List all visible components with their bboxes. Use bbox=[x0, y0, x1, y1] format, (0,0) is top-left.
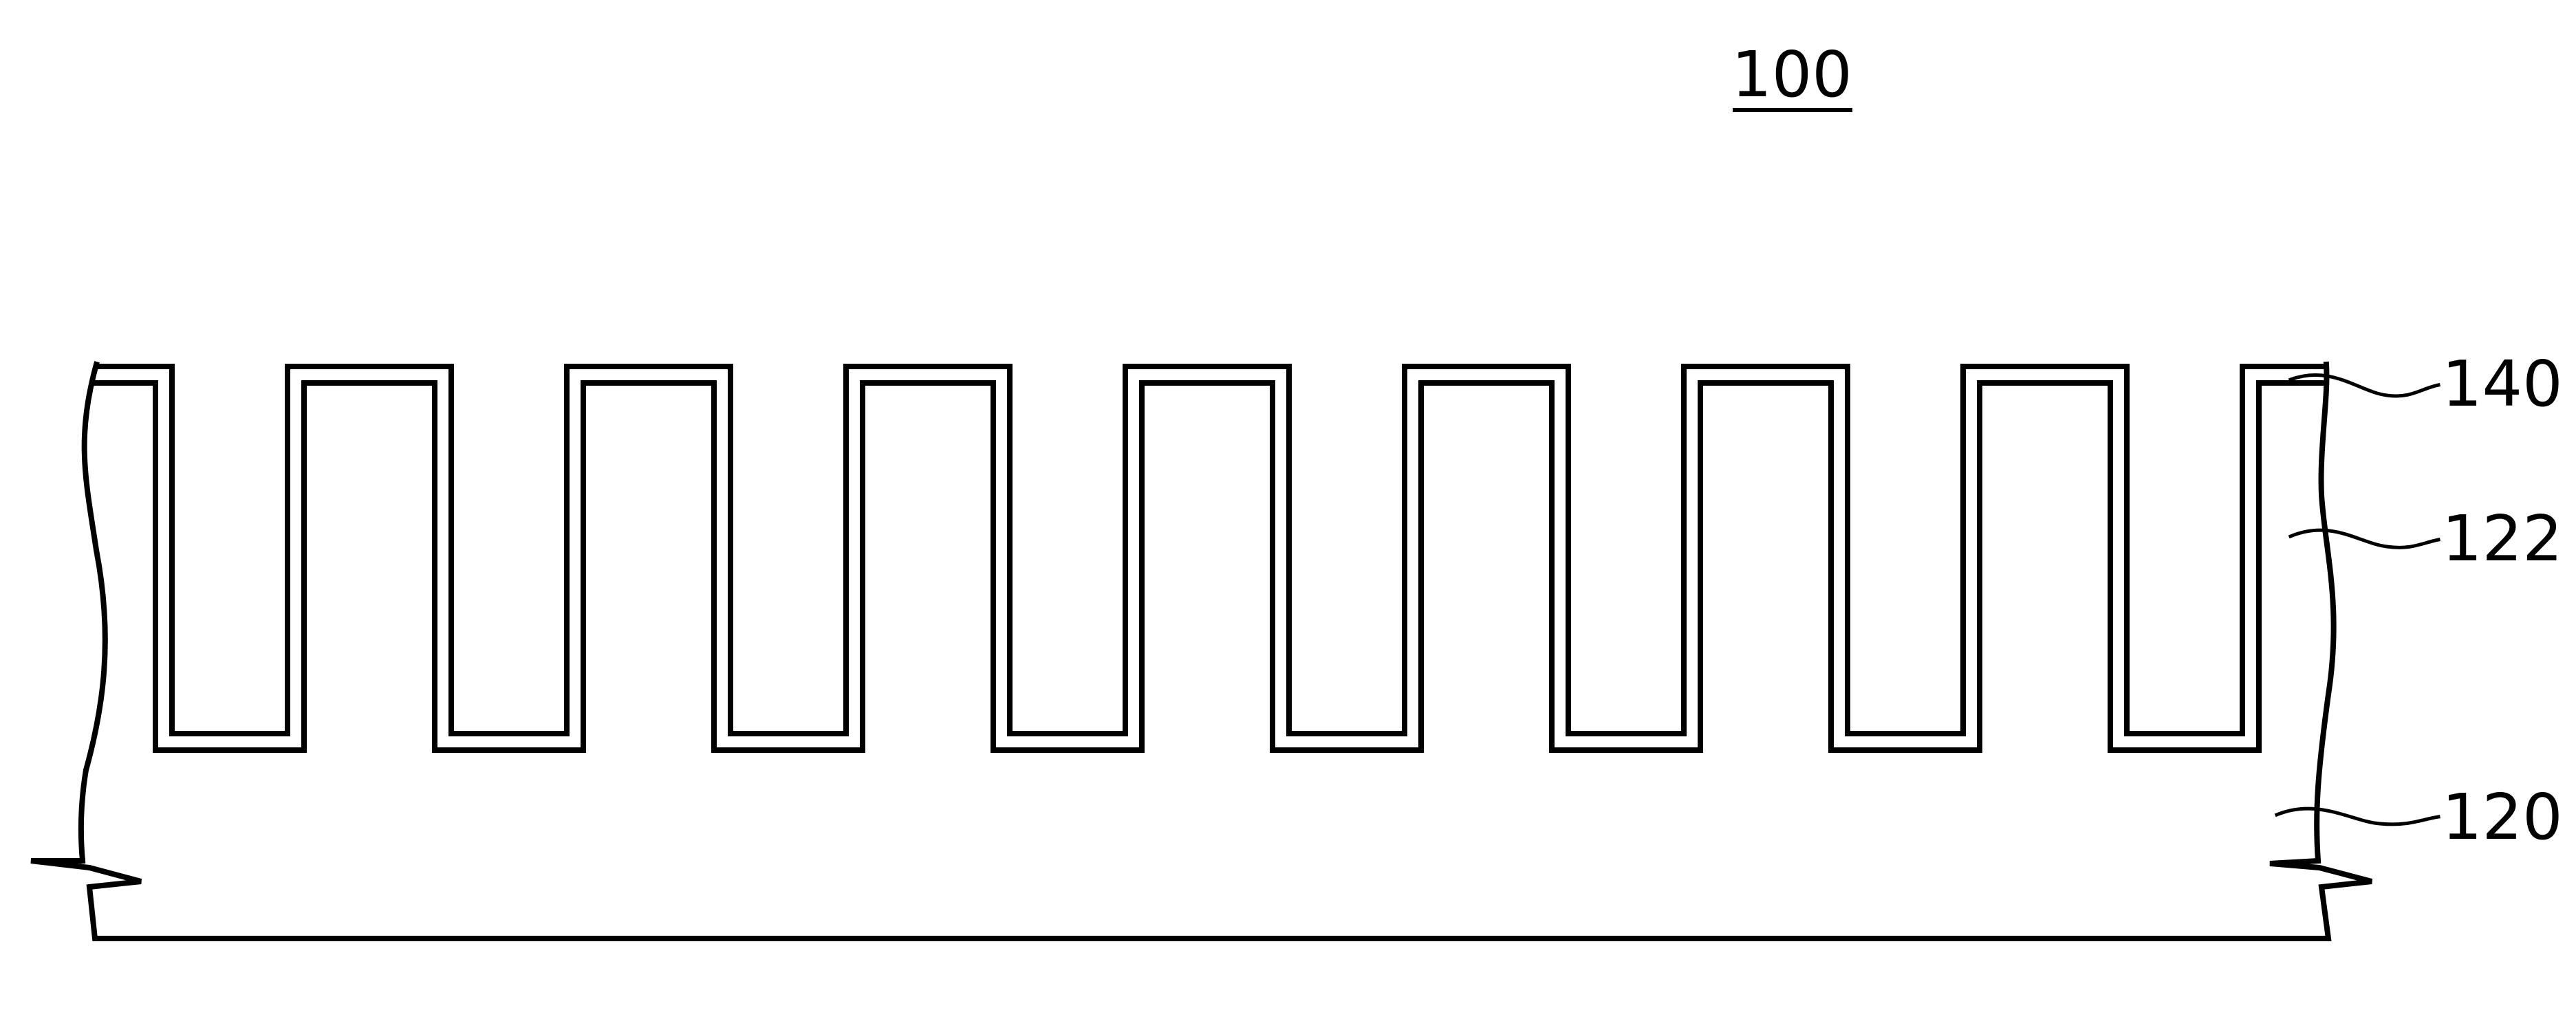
leader-120 bbox=[2277, 809, 2438, 824]
patterned-layer-profile bbox=[96, 366, 2326, 734]
label-120: 120 bbox=[2442, 780, 2563, 854]
substrate-body bbox=[31, 364, 2372, 938]
label-140: 140 bbox=[2442, 347, 2563, 421]
conformal-layer-profile bbox=[96, 383, 2326, 750]
figure-number: 100 bbox=[1731, 38, 1852, 111]
label-122: 122 bbox=[2442, 502, 2563, 575]
leader-122 bbox=[2291, 530, 2438, 547]
